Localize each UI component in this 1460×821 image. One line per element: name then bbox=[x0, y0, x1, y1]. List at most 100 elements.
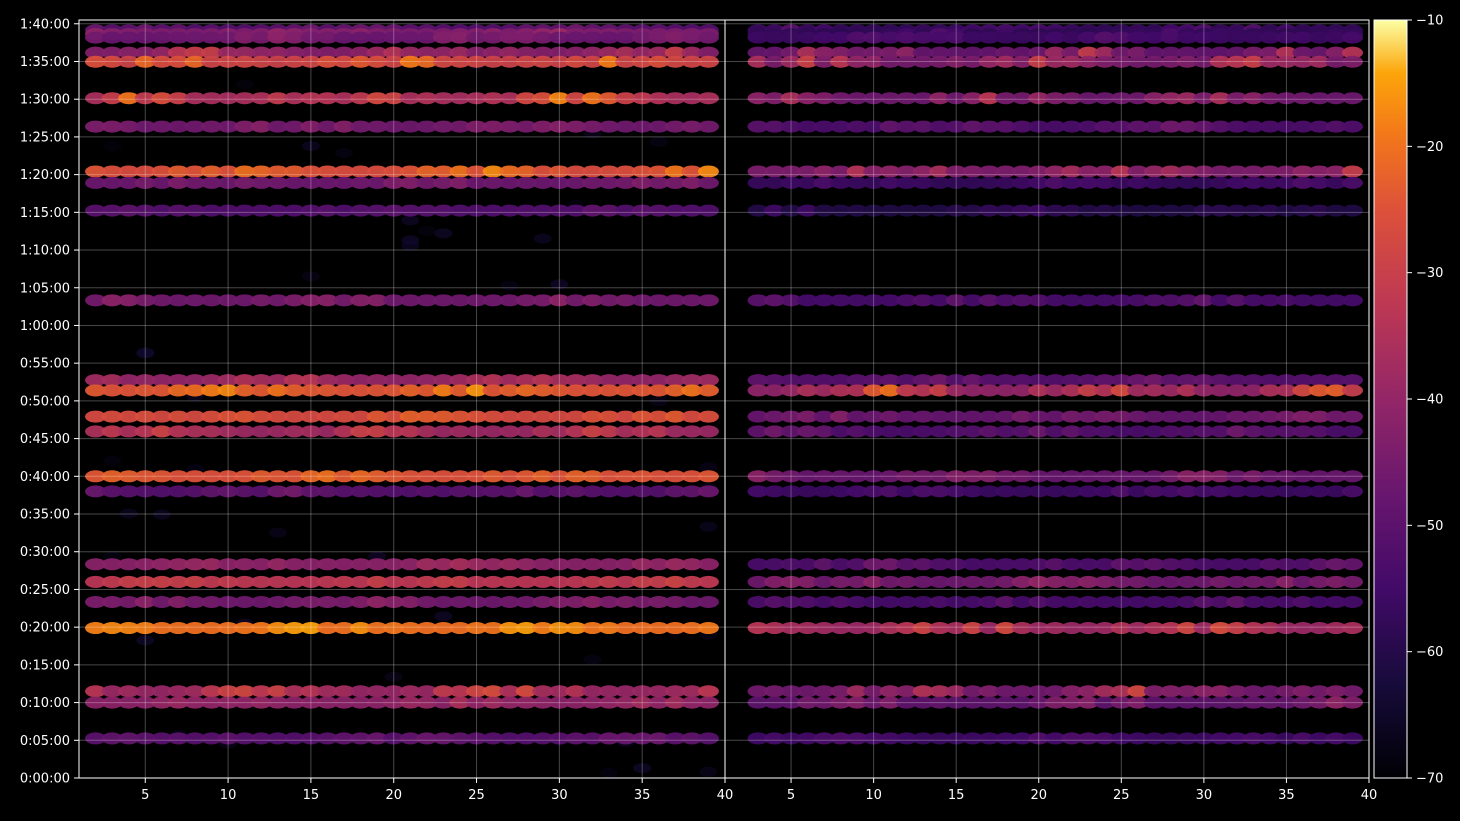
left-cell bbox=[631, 558, 653, 571]
right-cell bbox=[797, 294, 819, 307]
left-cell bbox=[697, 92, 719, 105]
right-cell bbox=[813, 425, 835, 438]
left-cell bbox=[416, 31, 438, 44]
right-cell bbox=[1308, 31, 1330, 44]
left-cell bbox=[449, 294, 471, 307]
left-cell bbox=[399, 575, 421, 588]
left-cell bbox=[151, 92, 173, 105]
right-cell bbox=[764, 55, 786, 68]
right-cell bbox=[1143, 485, 1165, 498]
left-cell bbox=[664, 696, 686, 709]
right-cell bbox=[747, 92, 769, 105]
left-cell bbox=[631, 425, 653, 438]
right-cell bbox=[830, 92, 852, 105]
right-cell bbox=[1325, 55, 1347, 68]
left-cell bbox=[85, 596, 107, 609]
left-cell bbox=[615, 204, 637, 217]
right-cell bbox=[1226, 470, 1248, 483]
left-cell bbox=[664, 120, 686, 133]
left-cell bbox=[167, 165, 189, 178]
left-cell bbox=[118, 31, 140, 44]
right-cell bbox=[1176, 294, 1198, 307]
left-cell bbox=[151, 732, 173, 745]
right-cell bbox=[978, 176, 1000, 189]
right-cell bbox=[929, 732, 951, 745]
right-cell bbox=[1160, 410, 1182, 423]
haze-blob bbox=[417, 225, 436, 236]
left-cell bbox=[466, 685, 488, 698]
left-cell bbox=[499, 685, 521, 698]
left-cell bbox=[432, 485, 454, 498]
left-cell bbox=[167, 410, 189, 423]
left-cell bbox=[664, 384, 686, 397]
left-cell bbox=[350, 485, 372, 498]
right-cell bbox=[813, 92, 835, 105]
right-cell bbox=[1226, 374, 1248, 387]
right-cell bbox=[1011, 425, 1033, 438]
left-cell bbox=[615, 470, 637, 483]
left-cell bbox=[134, 425, 156, 438]
right-cell bbox=[896, 596, 918, 609]
left-cell bbox=[350, 596, 372, 609]
colorbar: −70−60−50−40−30−20−10 bbox=[1373, 14, 1443, 787]
right-cell bbox=[1094, 165, 1116, 178]
right-cell bbox=[764, 410, 786, 423]
right-cell bbox=[780, 575, 802, 588]
left-cell bbox=[598, 165, 620, 178]
left-cell bbox=[184, 176, 206, 189]
left-cell bbox=[449, 470, 471, 483]
left-cell bbox=[118, 165, 140, 178]
left-cell bbox=[316, 204, 338, 217]
right-cell bbox=[1209, 46, 1231, 59]
right-cell bbox=[747, 485, 769, 498]
left-cell bbox=[234, 485, 256, 498]
left-cell bbox=[85, 46, 107, 59]
left-cell bbox=[681, 596, 703, 609]
left-cell bbox=[631, 410, 653, 423]
right-cell bbox=[747, 294, 769, 307]
left-cell bbox=[482, 55, 504, 68]
left-cell bbox=[482, 485, 504, 498]
right-cell bbox=[1259, 558, 1281, 571]
right-cell bbox=[1028, 55, 1050, 68]
left-cell bbox=[664, 374, 686, 387]
left-cell bbox=[201, 558, 223, 571]
right-cell bbox=[1110, 470, 1132, 483]
left-cell bbox=[515, 374, 537, 387]
right-cell bbox=[896, 575, 918, 588]
left-cell bbox=[350, 470, 372, 483]
right-cell bbox=[830, 204, 852, 217]
right-cell bbox=[1209, 596, 1231, 609]
left-cell bbox=[184, 120, 206, 133]
left-cell bbox=[118, 120, 140, 133]
left-cell bbox=[449, 622, 471, 635]
right-cell bbox=[1341, 55, 1363, 68]
right-cell bbox=[945, 55, 967, 68]
right-cell bbox=[813, 558, 835, 571]
right-cell bbox=[912, 384, 934, 397]
left-cell bbox=[101, 425, 123, 438]
right-cell bbox=[1275, 384, 1297, 397]
left-cell bbox=[466, 374, 488, 387]
left-cell bbox=[283, 410, 305, 423]
right-cell bbox=[830, 55, 852, 68]
right-cell bbox=[1160, 696, 1182, 709]
right-cell bbox=[1160, 204, 1182, 217]
left-cell bbox=[184, 31, 206, 44]
left-cell bbox=[532, 55, 554, 68]
right-cell bbox=[995, 31, 1017, 44]
left-cell bbox=[697, 120, 719, 133]
left-cell bbox=[134, 470, 156, 483]
right-cell bbox=[1226, 165, 1248, 178]
right-cell bbox=[1028, 176, 1050, 189]
left-cell bbox=[201, 575, 223, 588]
right-cell bbox=[846, 294, 868, 307]
left-cell bbox=[615, 410, 637, 423]
left-cell bbox=[615, 31, 637, 44]
left-cell bbox=[565, 120, 587, 133]
right-cell bbox=[1259, 31, 1281, 44]
left-cell bbox=[565, 46, 587, 59]
right-cell bbox=[929, 176, 951, 189]
right-cell bbox=[1292, 685, 1314, 698]
right-cell bbox=[1061, 31, 1083, 44]
